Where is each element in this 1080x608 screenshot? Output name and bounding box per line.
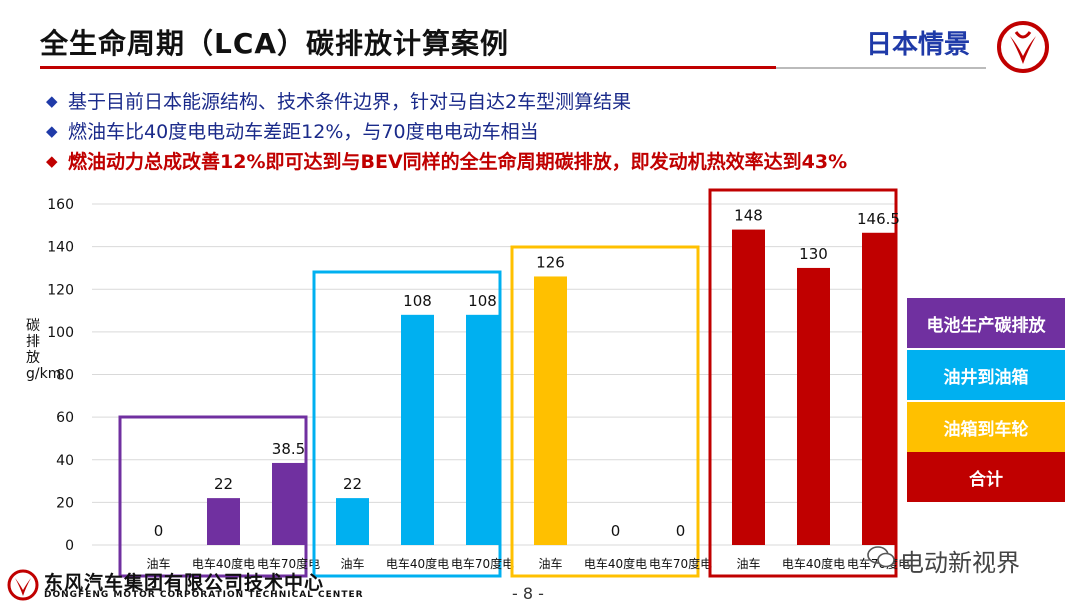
y-tick-label: 20 xyxy=(56,495,74,511)
data-label: 22 xyxy=(214,475,233,493)
x-tick-label: 电车40度电 xyxy=(584,556,647,571)
diamond-icon: ◆ xyxy=(46,152,58,170)
y-tick-label: 0 xyxy=(65,538,74,554)
data-label: 148 xyxy=(734,207,763,225)
data-label: 126 xyxy=(536,253,565,271)
x-tick-label: 油车 xyxy=(736,556,760,571)
bar xyxy=(534,276,567,545)
dongfeng-logo-icon xyxy=(997,21,1049,73)
y-tick-label: 60 xyxy=(56,410,74,426)
watermark-text: 电动新视界 xyxy=(900,549,1020,577)
bullet-1: ◆ 基于目前日本能源结构、技术条件边界，针对马自达2车型测算结果 xyxy=(46,91,632,113)
y-tick-label: 100 xyxy=(47,325,74,341)
x-tick-label: 电车40度电 xyxy=(782,556,845,571)
data-label: 108 xyxy=(468,292,497,310)
bar xyxy=(401,314,434,545)
bar xyxy=(272,462,305,545)
y-tick-label: 120 xyxy=(47,282,74,298)
diamond-icon: ◆ xyxy=(46,122,58,140)
data-label: 0 xyxy=(154,522,164,540)
wechat-icon xyxy=(867,546,895,568)
y-tick-label: 160 xyxy=(47,197,74,213)
scenario-label: 日本情景 xyxy=(866,30,971,60)
page-number: - 8 - xyxy=(512,584,544,603)
bar xyxy=(732,229,765,545)
bar xyxy=(336,498,369,545)
page-title: 全生命周期（LCA）碳排放计算案例 xyxy=(40,27,510,60)
title-underline-grey xyxy=(776,67,986,69)
bar xyxy=(797,267,830,545)
title-underline xyxy=(40,66,776,69)
x-tick-label: 油车 xyxy=(538,556,562,571)
legend-total: 合计 xyxy=(907,452,1065,502)
group-frame xyxy=(708,188,898,578)
footer-company-en: DONGFENG MOTOR CORPORATION TECHNICAL CEN… xyxy=(44,590,364,600)
x-tick-label: 油车 xyxy=(146,556,170,571)
group-frame xyxy=(312,270,502,578)
x-tick-label: 电车70度电 xyxy=(451,556,514,571)
y-tick-label: 40 xyxy=(56,453,74,469)
bar xyxy=(862,232,895,545)
x-tick-label: 电车70度电 xyxy=(257,556,320,571)
group-frame xyxy=(118,415,308,578)
data-label: 0 xyxy=(676,522,686,540)
legend-battery: 电池生产碳排放 xyxy=(907,298,1065,348)
data-label: 0 xyxy=(611,522,621,540)
data-label: 38.5 xyxy=(272,440,305,458)
diamond-icon: ◆ xyxy=(46,92,58,110)
dongfeng-footer-logo-icon xyxy=(7,569,39,601)
data-label: 108 xyxy=(403,292,432,310)
bullet-2: ◆ 燃油车比40度电电动车差距12%，与70度电电动车相当 xyxy=(46,121,539,143)
data-label: 130 xyxy=(799,245,828,263)
x-tick-label: 油车 xyxy=(340,556,364,571)
group-frame xyxy=(510,245,700,578)
x-tick-label: 电车40度电 xyxy=(386,556,449,571)
bullet-3: ◆ 燃油动力总成改善12%即可达到与BEV同样的全生命周期碳排放，即发动机热效率达… xyxy=(46,151,848,173)
bar xyxy=(466,314,499,545)
data-label: 146.5 xyxy=(857,210,900,228)
y-tick-label: 140 xyxy=(47,240,74,256)
legend-well-to-tank: 油井到油箱 xyxy=(907,350,1065,400)
data-label: 22 xyxy=(343,475,362,493)
x-tick-label: 电车70度电 xyxy=(649,556,712,571)
legend-tank-to-wheel: 油箱到车轮 xyxy=(907,402,1065,452)
x-tick-label: 电车40度电 xyxy=(192,556,255,571)
bar xyxy=(207,498,240,545)
y-axis-label: 碳排放g/km xyxy=(26,318,62,382)
y-tick-label: 80 xyxy=(56,368,74,384)
footer-company-cn: 东风汽车集团有限公司技术中心 xyxy=(44,572,325,594)
